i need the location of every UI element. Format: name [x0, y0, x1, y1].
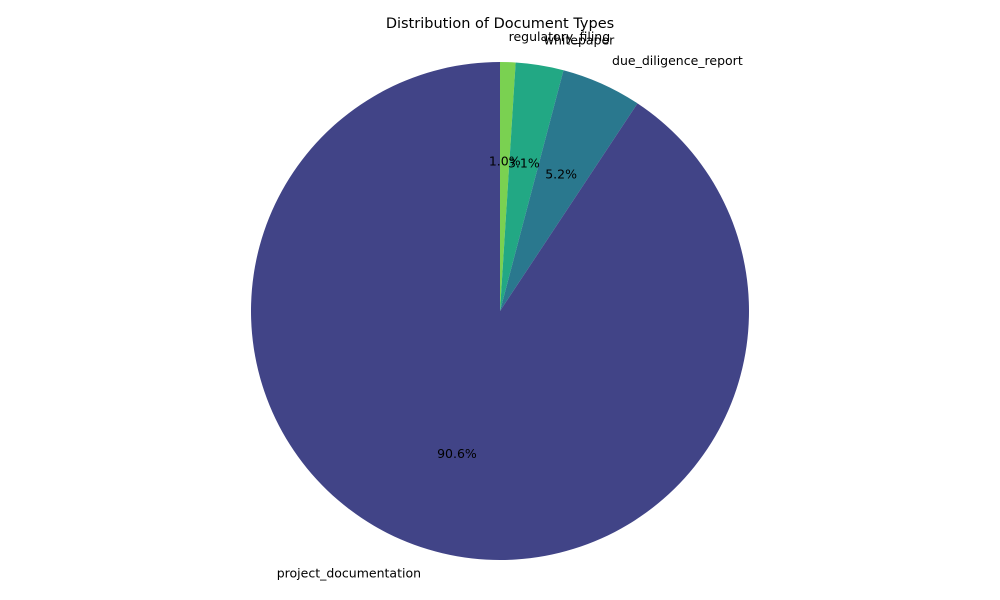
pie-slice-project-documentation [250, 62, 749, 560]
pie-category-label: project_documentation [277, 565, 421, 580]
pie-percent-label: 90.6% [437, 446, 477, 461]
pie-percent-labels: 1.0%3.1% 5.2% 90.6% [437, 154, 577, 461]
pie-slice-due-diligence-report [500, 70, 638, 311]
chart-title: Distribution of Document Types [386, 16, 614, 32]
pie-percent-label: 1.0% [489, 154, 521, 169]
pie-percent-label: 5.2% [545, 167, 577, 182]
pie-slice-whitepaper [500, 62, 564, 312]
pie-category-label: due_diligence_report [612, 53, 743, 68]
pie-category-label: whitepaper [544, 33, 615, 48]
pie-slice-regulatory-filing [500, 62, 516, 311]
pie-percent-label: 3.1% [508, 156, 540, 171]
pie-category-label: regulatory_filing [509, 29, 611, 44]
pie-slices [250, 62, 749, 560]
